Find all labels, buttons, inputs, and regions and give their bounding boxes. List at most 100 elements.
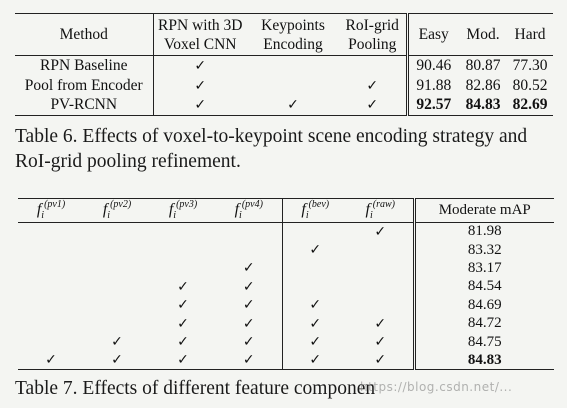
check-bev [281,259,348,278]
check-pv3: ✓ [177,315,189,332]
check-pv4: ✓ [242,260,255,277]
map-cell: 81.98 [412,222,554,241]
map-cell: 84.75 [412,332,554,352]
table-6: Method RPN with 3D Voxel CNN Keypoints Enc… [15,13,553,116]
check-pv1 [18,259,84,277]
check-rpn: ✓ [152,95,247,116]
check-pv4: ✓ [242,297,255,314]
mod-cell: 84.83 [459,95,507,116]
map-cell: 84.54 [412,277,554,297]
check-raw: ✓ [374,315,387,332]
table-row: ✓ 81.98 [18,222,554,241]
table-6-caption: Table 6. Effects of voxel-to-keypoint sc… [15,126,528,172]
table-row: ✓ ✓ ✓ 84.69 [18,296,554,315]
check-pv4: ✓ [242,315,255,332]
check-bev [281,222,348,241]
check-pv2: ✓ [111,334,123,351]
check-pv4: ✓ [242,334,255,351]
check-raw [348,296,414,314]
map-cell: 84.72 [412,314,554,333]
header-f-pv4: fi(pv4) [216,198,282,223]
hard-cell: 82.69 [507,95,553,116]
check-pv4 [216,241,282,259]
check-pv4: ✓ [216,351,282,371]
check-kp: ✓ [247,95,339,116]
header-f-pv3: fi(pv3) [150,198,216,223]
check-rpn: ✓ [152,75,247,96]
header-f-bev: fi(bev) [281,198,348,223]
header-easy: Easy [405,13,459,56]
check-pv4 [216,223,282,241]
easy-cell: 92.57 [405,95,459,116]
check-raw: ✓ [374,223,387,240]
check-rpn: ✓ [152,55,247,76]
table-row: PV-RCNN ✓ ✓ ✓ 92.57 84.83 82.69 [15,95,553,116]
check-pv2: ✓ [84,351,150,371]
check-kp [247,56,339,76]
check-bev: ✓ [281,240,348,260]
watermark: https://blog.csdn.net/... [360,380,513,394]
header-keypoints-encoding: Keypoints Encoding [247,13,339,56]
check-pv2 [84,259,150,277]
table-row: ✓ 83.17 [18,259,554,278]
header-f-pv1: fi(pv1) [18,198,84,223]
table-row: ✓ ✓ ✓ ✓ 84.72 [18,314,554,333]
check-pv1: ✓ [18,351,84,371]
check-bev: ✓ [281,296,348,315]
easy-cell: 91.88 [405,75,459,96]
check-pv1 [18,278,84,296]
table-row: Pool from Encoder ✓ ✓ 91.88 82.86 80.52 [15,75,553,96]
table-row: RPN Baseline ✓ 90.46 80.87 77.30 [15,55,553,76]
method-cell: Pool from Encoder [24,76,143,94]
mod-cell: 80.87 [465,56,501,74]
map-cell: 83.32 [412,240,554,260]
check-raw [348,241,414,259]
check-pv1 [18,314,84,332]
check-pv3 [150,223,216,241]
check-pv1 [18,223,84,241]
table-row: ✓ ✓ ✓ ✓ ✓ ✓ 84.83 [18,351,554,371]
method-cell: PV-RCNN [15,95,153,116]
check-pv4: ✓ [242,278,255,295]
easy-cell: 90.46 [405,55,459,76]
header-moderate-map: Moderate mAP [412,198,554,223]
hard-cell: 77.30 [512,56,548,74]
check-pv1 [18,241,84,259]
table-row: ✓ ✓ 84.54 [18,277,554,297]
check-raw: ✓ [348,351,414,371]
header-method: Method [15,13,153,56]
check-pv2 [84,223,150,241]
check-pv2 [84,296,150,314]
check-roi: ✓ [366,77,379,94]
header-f-pv2: fi(pv2) [84,198,150,223]
check-roi: ✓ [339,95,407,116]
check-pv3: ✓ [177,297,189,314]
header-mod: Mod. [459,13,507,56]
check-raw [348,278,414,296]
table-row: ✓ 83.32 [18,240,554,260]
header-roi-grid-pooling: RoI-grid Pooling [339,13,407,56]
check-pv2 [84,241,150,259]
check-pv2 [84,314,150,332]
check-pv3 [150,259,216,277]
check-pv3: ✓ [177,278,189,295]
check-pv1 [18,333,84,351]
map-cell: 84.69 [412,296,554,315]
check-bev: ✓ [281,314,348,333]
check-pv2 [84,278,150,296]
check-bev: ✓ [281,332,348,352]
method-cell: RPN Baseline [40,56,128,74]
header-hard: Hard [507,13,553,56]
hard-cell: 80.52 [512,76,548,94]
check-roi [339,56,407,76]
header-rpn-voxel-cnn: RPN with 3D Voxel CNN [152,13,247,56]
check-pv1 [18,296,84,314]
map-cell: 83.17 [412,259,554,278]
check-kp [247,76,339,96]
check-raw: ✓ [374,334,387,351]
table-7-caption: Table 7. Effects of different feature co… [15,378,376,399]
check-pv3 [150,241,216,259]
check-pv3: ✓ [150,351,216,371]
table-7: fi(pv1) fi(pv2) fi(pv3) fi(pv4) fi(bev) … [18,198,554,371]
check-bev [281,277,348,297]
